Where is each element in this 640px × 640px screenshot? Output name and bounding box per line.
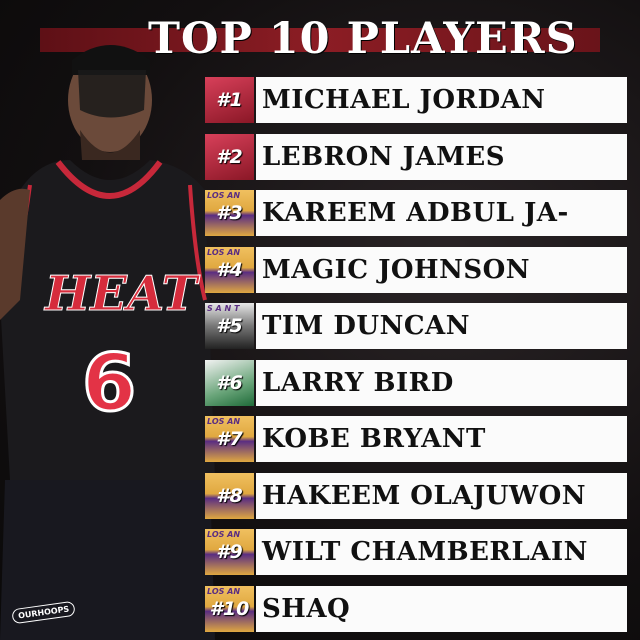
jersey-number: 6: [82, 339, 136, 429]
rank-badge: LOS AN #3: [205, 190, 254, 236]
player-name: MICHAEL JORDAN: [256, 77, 627, 123]
jersey-team-text: HEAT: [43, 266, 201, 322]
ranking-row: #1 MICHAEL JORDAN: [205, 77, 627, 123]
ranking-row: #2 LEBRON JAMES: [205, 133, 627, 180]
rank-number: #1: [216, 89, 243, 111]
rank-badge: LOS AN #9: [205, 529, 254, 575]
player-name: LARRY BIRD: [256, 359, 627, 406]
rank-number: #7: [216, 428, 243, 450]
player-name: WILT CHAMBERLAIN: [256, 529, 627, 575]
rank-number: #6: [216, 371, 243, 394]
rank-number: #9: [216, 541, 243, 563]
title-banner: [40, 28, 600, 52]
player-name: HAKEEM OLAJUWON: [256, 472, 627, 519]
rank-number: #10: [209, 597, 250, 620]
player-name: TIM DUNCAN: [256, 303, 627, 349]
player-name: KAREEM ADBUL JA-: [256, 190, 627, 236]
rank-badge: #1: [205, 77, 254, 123]
player-name: LEBRON JAMES: [256, 133, 627, 180]
rank-badge: LOS AN #4: [205, 246, 254, 293]
rank-badge: #8: [205, 472, 254, 519]
team-logo-text: LOS AN: [207, 586, 241, 596]
ranking-row: #8 HAKEEM OLAJUWON: [205, 472, 627, 519]
team-logo-text: LOS AN: [207, 417, 241, 426]
ranking-row: LOS AN #10 SHAQ: [205, 585, 627, 632]
team-logo-text: LOS AN: [207, 247, 241, 257]
team-logo-text: LOS AN: [207, 191, 241, 200]
ranking-row: LOS AN #9 WILT CHAMBERLAIN: [205, 529, 627, 575]
player-name: MAGIC JOHNSON: [256, 246, 627, 293]
rank-badge: #6: [205, 359, 254, 406]
ranking-row: LOS AN #7 KOBE BRYANT: [205, 416, 627, 462]
page-title: TOP 10 PLAYERS: [148, 14, 578, 64]
player-name: SHAQ: [256, 585, 627, 632]
player-photo: HEAT 6: [0, 45, 215, 640]
rank-number: #3: [216, 202, 243, 224]
team-logo-text: LOS AN: [207, 530, 241, 539]
rank-badge: LOS AN #10: [205, 585, 254, 632]
ranking-row: #6 LARRY BIRD: [205, 359, 627, 406]
player-name: KOBE BRYANT: [256, 416, 627, 462]
ranking-row: LOS AN #4 MAGIC JOHNSON: [205, 246, 627, 293]
rank-badge: #2: [205, 133, 254, 180]
rank-number: #2: [216, 145, 243, 168]
ranking-row: LOS AN #3 KAREEM ADBUL JA-: [205, 190, 627, 236]
rank-number: #4: [216, 258, 243, 281]
ranking-row: S A N T #5 TIM DUNCAN: [205, 303, 627, 349]
rank-badge: LOS AN #7: [205, 416, 254, 462]
rank-badge: S A N T #5: [205, 303, 254, 349]
rank-number: #5: [216, 315, 243, 337]
team-logo-text: S A N T: [207, 304, 240, 313]
rank-number: #8: [216, 484, 243, 507]
